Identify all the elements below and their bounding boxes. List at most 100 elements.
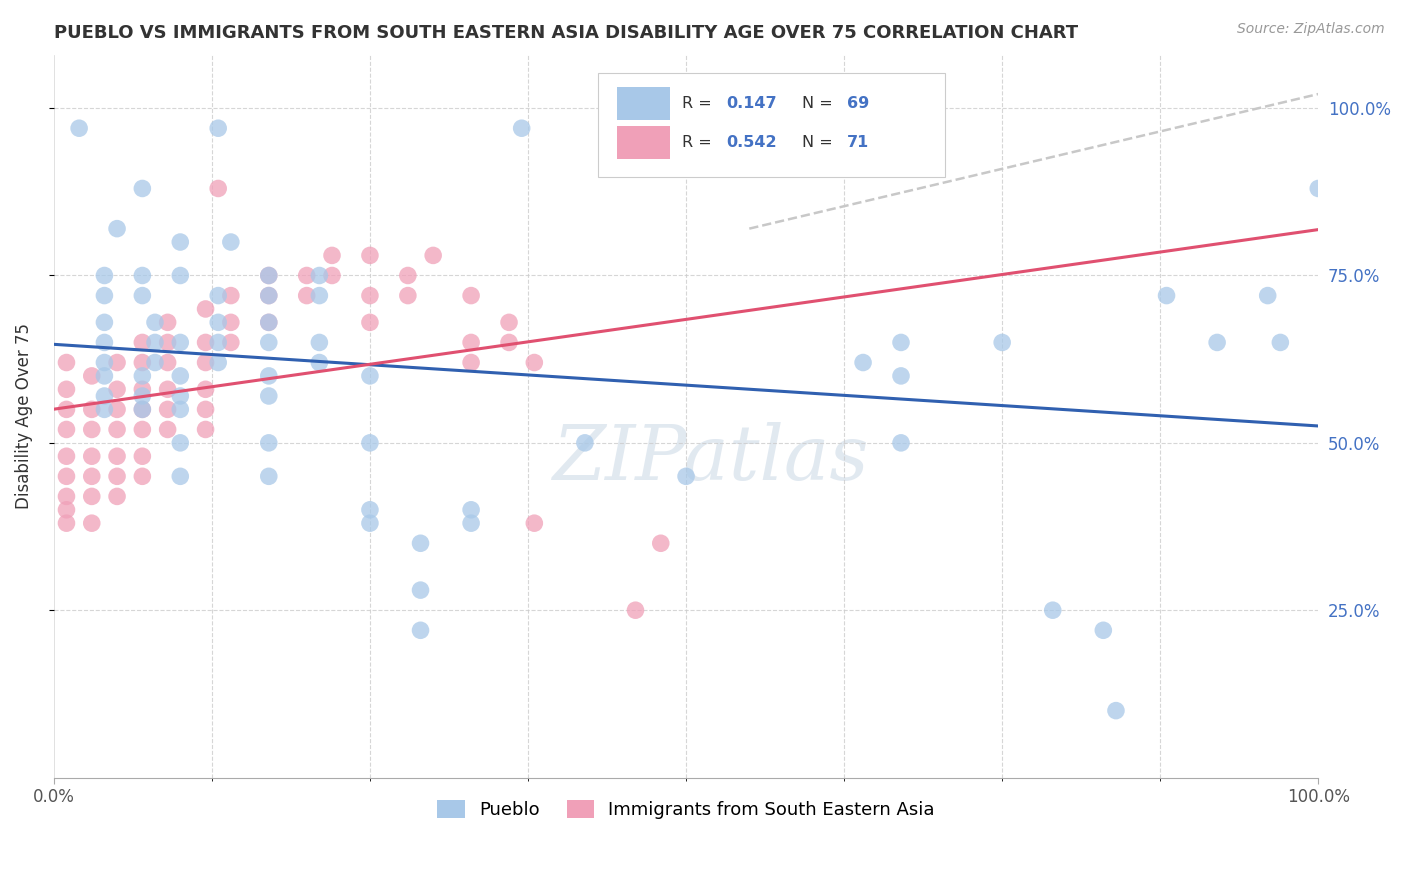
Text: ZIPatlas: ZIPatlas: [553, 423, 870, 497]
Point: [207, 288, 229, 302]
Point: [131, 382, 153, 396]
Point: [169, 402, 191, 417]
Point: [194, 422, 217, 436]
Point: [359, 288, 381, 302]
Point: [55, 490, 77, 504]
Point: [67, 121, 90, 136]
Point: [396, 288, 419, 302]
Point: [93, 368, 115, 383]
Point: [169, 368, 191, 383]
Point: [93, 389, 115, 403]
Point: [169, 389, 191, 403]
Point: [93, 268, 115, 283]
Point: [219, 288, 242, 302]
Point: [219, 315, 242, 329]
Point: [55, 422, 77, 436]
FancyBboxPatch shape: [616, 126, 669, 160]
Point: [257, 469, 280, 483]
Point: [1042, 603, 1064, 617]
Legend: Pueblo, Immigrants from South Eastern Asia: Pueblo, Immigrants from South Eastern As…: [430, 793, 942, 826]
Point: [396, 268, 419, 283]
Text: Source: ZipAtlas.com: Source: ZipAtlas.com: [1237, 22, 1385, 37]
Point: [1257, 288, 1279, 302]
Point: [257, 368, 280, 383]
Point: [460, 355, 482, 369]
Point: [55, 382, 77, 396]
Point: [219, 235, 242, 249]
Point: [143, 315, 166, 329]
Point: [498, 335, 520, 350]
Point: [890, 435, 912, 450]
Point: [105, 449, 128, 463]
Point: [105, 355, 128, 369]
Point: [93, 335, 115, 350]
Point: [1206, 335, 1229, 350]
Point: [257, 335, 280, 350]
Point: [789, 121, 811, 136]
Point: [80, 402, 103, 417]
Point: [80, 422, 103, 436]
Point: [131, 368, 153, 383]
Point: [194, 355, 217, 369]
Point: [169, 235, 191, 249]
Point: [131, 288, 153, 302]
Point: [321, 268, 343, 283]
Text: 71: 71: [846, 136, 869, 150]
Point: [624, 603, 647, 617]
Point: [675, 469, 697, 483]
Point: [460, 516, 482, 531]
Point: [359, 516, 381, 531]
Point: [105, 490, 128, 504]
Point: [510, 121, 533, 136]
Point: [890, 368, 912, 383]
Point: [93, 402, 115, 417]
Point: [105, 402, 128, 417]
Point: [55, 449, 77, 463]
Point: [169, 469, 191, 483]
Point: [80, 469, 103, 483]
Point: [207, 121, 229, 136]
Point: [1092, 624, 1115, 638]
Point: [460, 335, 482, 350]
Point: [1270, 335, 1292, 350]
Point: [308, 335, 330, 350]
Point: [650, 536, 672, 550]
Point: [131, 355, 153, 369]
Point: [55, 516, 77, 531]
Point: [169, 335, 191, 350]
Point: [574, 435, 596, 450]
Point: [257, 268, 280, 283]
Point: [409, 624, 432, 638]
Point: [131, 469, 153, 483]
Point: [156, 335, 179, 350]
Point: [460, 288, 482, 302]
Point: [80, 516, 103, 531]
Point: [143, 335, 166, 350]
Point: [257, 288, 280, 302]
Point: [55, 402, 77, 417]
Point: [55, 469, 77, 483]
Point: [156, 382, 179, 396]
Point: [308, 268, 330, 283]
Point: [105, 221, 128, 235]
FancyBboxPatch shape: [616, 87, 669, 120]
Point: [93, 315, 115, 329]
Point: [169, 435, 191, 450]
Point: [80, 368, 103, 383]
Point: [359, 315, 381, 329]
Point: [409, 536, 432, 550]
Text: PUEBLO VS IMMIGRANTS FROM SOUTH EASTERN ASIA DISABILITY AGE OVER 75 CORRELATION : PUEBLO VS IMMIGRANTS FROM SOUTH EASTERN …: [53, 24, 1078, 42]
Point: [422, 248, 444, 262]
Point: [207, 355, 229, 369]
Point: [295, 288, 318, 302]
Point: [194, 335, 217, 350]
Point: [80, 449, 103, 463]
Point: [295, 268, 318, 283]
Point: [359, 435, 381, 450]
Point: [156, 422, 179, 436]
Point: [359, 248, 381, 262]
Point: [131, 335, 153, 350]
Point: [257, 315, 280, 329]
Point: [55, 355, 77, 369]
Point: [143, 355, 166, 369]
